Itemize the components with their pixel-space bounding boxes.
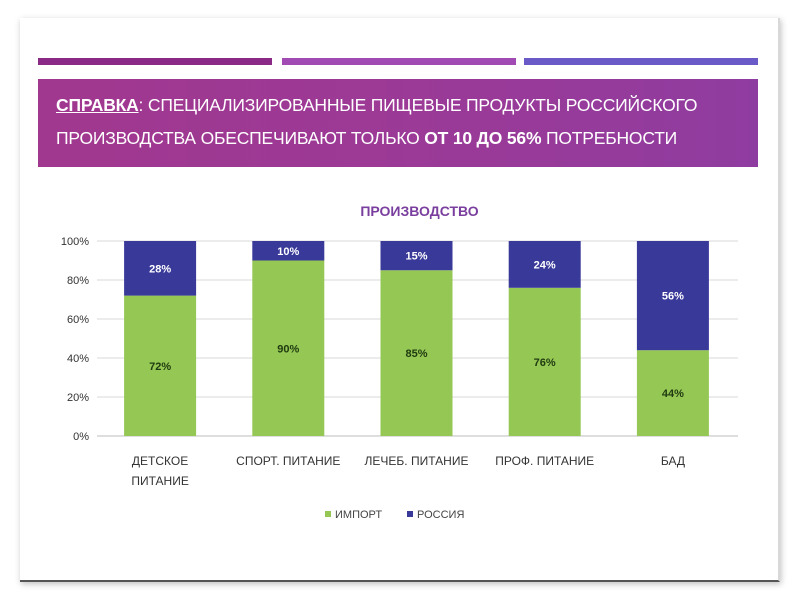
bar-segment xyxy=(508,241,581,288)
accent-bar-middle xyxy=(282,58,516,65)
headline-banner: СПРАВКА: СПЕЦИАЛИЗИРОВАННЫЕ ПИЩЕВЫЕ ПРОД… xyxy=(38,79,758,167)
bar-segment xyxy=(252,260,325,436)
accent-bar-right xyxy=(524,58,758,65)
bar-segment xyxy=(636,241,709,351)
x-category-label: ПИТАНИЕ xyxy=(131,474,188,488)
headline-text-2c: ПОТРЕБНОСТИ xyxy=(541,128,678,148)
headline-separator: : xyxy=(138,95,148,115)
data-label: 10% xyxy=(277,246,299,258)
headline-line-1: СПРАВКА: СПЕЦИАЛИЗИРОВАННЫЕ ПИЩЕВЫЕ ПРОД… xyxy=(56,89,742,122)
headline-text-1: СПЕЦИАЛИЗИРОВАННЫЕ ПИЩЕВЫЕ ПРОДУКТЫ РОСС… xyxy=(147,95,698,115)
x-category-label: ПРОФ. ПИТАНИЕ xyxy=(495,454,594,468)
legend-label: РОССИЯ xyxy=(417,509,464,521)
y-tick-label: 60% xyxy=(67,314,89,326)
y-tick-label: 0% xyxy=(73,431,89,443)
headline-highlight: ОТ 10 ДО 56% xyxy=(424,128,542,148)
headline-line-2: ПРОИЗВОДСТВА ОБЕСПЕЧИВАЮТ ТОЛЬКО ОТ 10 Д… xyxy=(56,122,742,155)
data-label: 90% xyxy=(277,343,299,355)
x-category-label: ДЕТСКОЕ xyxy=(132,454,188,468)
bar-segment xyxy=(252,241,325,261)
x-category-label: СПОРТ. ПИТАНИЕ xyxy=(236,454,340,468)
data-label: 72% xyxy=(149,361,171,373)
bar-segment xyxy=(124,241,197,296)
legend-label: ИМПОРТ xyxy=(335,509,382,521)
data-label: 44% xyxy=(662,388,684,400)
data-label: 56% xyxy=(662,291,684,303)
y-tick-label: 80% xyxy=(67,275,89,287)
headline-lead: СПРАВКА xyxy=(56,95,139,115)
y-tick-label: 40% xyxy=(67,353,89,365)
bar-segment xyxy=(380,270,453,436)
data-label: 24% xyxy=(534,259,556,271)
accent-bar-left xyxy=(38,58,272,65)
y-tick-label: 20% xyxy=(67,392,89,404)
data-label: 28% xyxy=(149,263,171,275)
chart-title: ПРОИЗВОДСТВО xyxy=(360,203,478,219)
legend-swatch xyxy=(325,511,331,517)
data-label: 85% xyxy=(405,348,427,360)
bar-segment xyxy=(508,287,581,436)
bar-segment xyxy=(124,295,197,436)
headline-text-2a: ПРОИЗВОДСТВА ОБЕСПЕЧИВАЮТ ТОЛЬКО xyxy=(56,128,425,148)
x-category-label: БАД xyxy=(661,454,685,468)
data-label: 76% xyxy=(534,357,556,369)
legend-swatch xyxy=(407,511,413,517)
bar-segment xyxy=(380,241,453,271)
data-label: 15% xyxy=(405,251,427,263)
bar-segment xyxy=(636,350,709,436)
x-category-label: ЛЕЧЕБ. ПИТАНИЕ xyxy=(365,454,469,468)
y-tick-label: 100% xyxy=(61,236,89,248)
